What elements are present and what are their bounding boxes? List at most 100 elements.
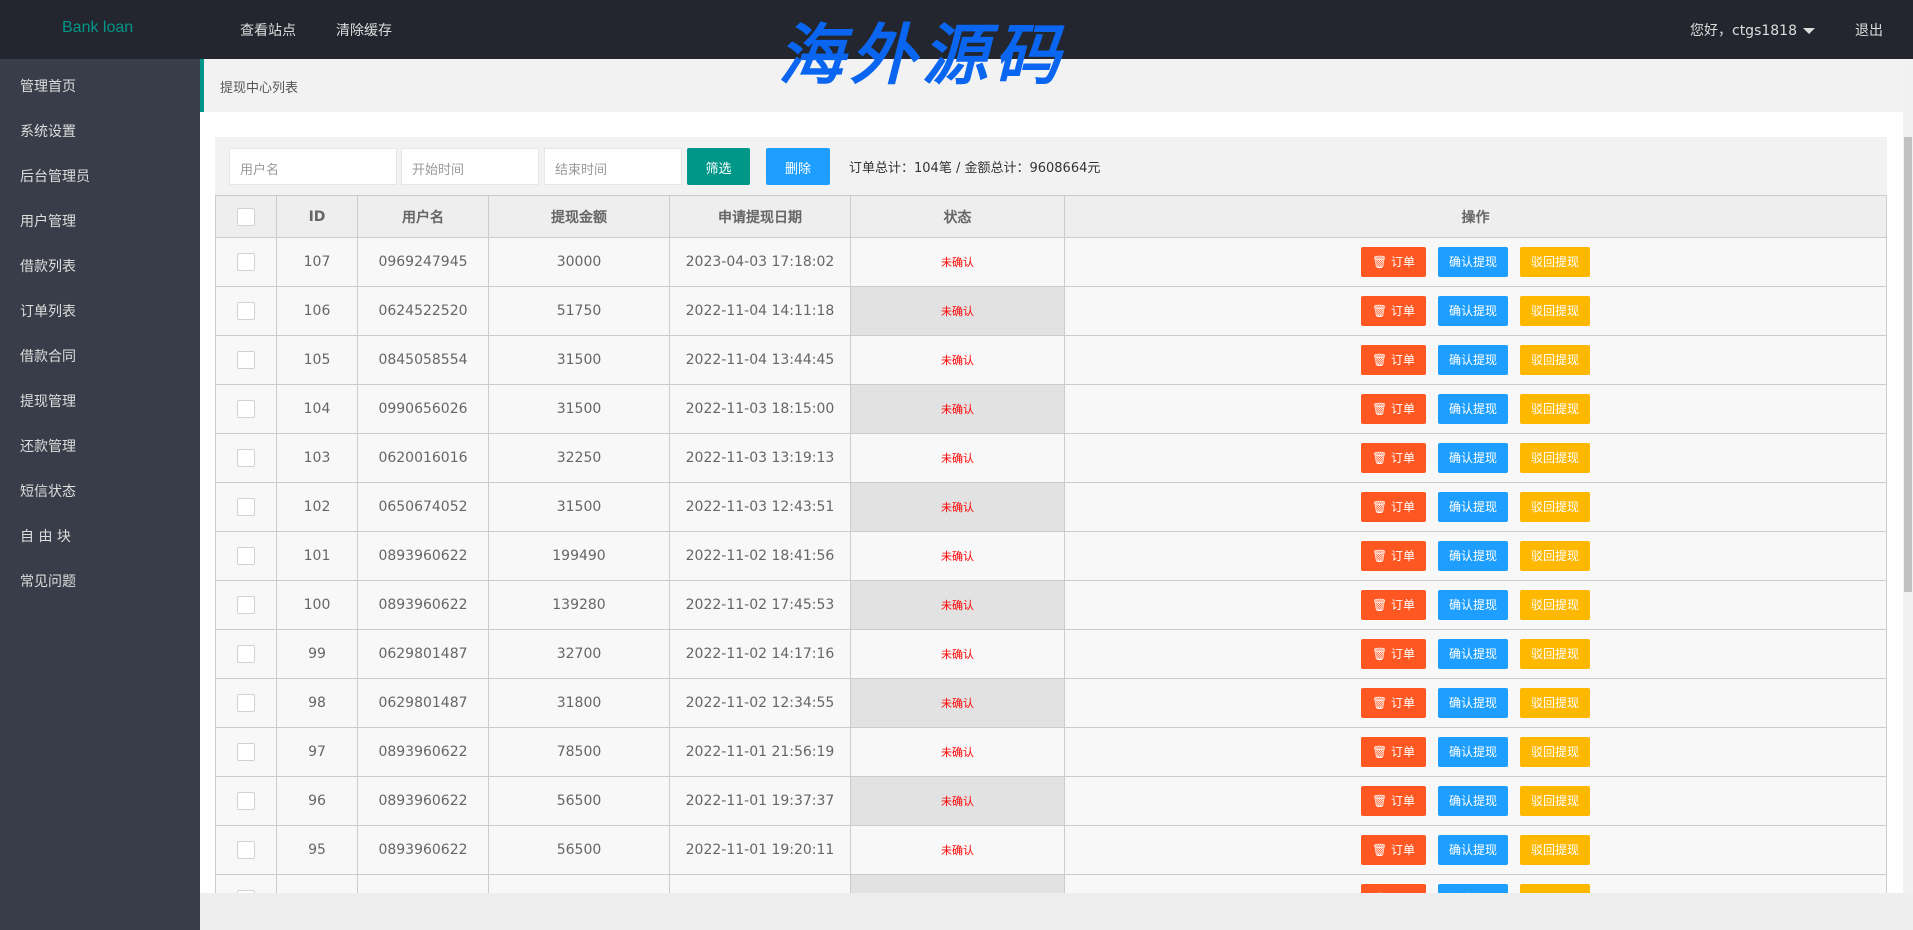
sidebar-item[interactable]: 管理首页 — [20, 79, 76, 95]
sidebar-item[interactable]: 提现管理 — [20, 394, 76, 410]
row-checkbox[interactable] — [237, 792, 255, 810]
order-button[interactable]: 🗑 订单 — [1360, 737, 1427, 767]
sidebar-item[interactable]: 借款列表 — [20, 259, 76, 275]
row-checkbox[interactable] — [237, 400, 255, 418]
reject-withdraw-button[interactable]: 驳回提现 — [1520, 688, 1591, 718]
reject-withdraw-button[interactable]: 驳回提现 — [1520, 345, 1591, 375]
scrollbar[interactable] — [1903, 59, 1913, 893]
reject-withdraw-button[interactable]: 驳回提现 — [1520, 835, 1591, 865]
confirm-withdraw-button[interactable]: 确认提现 — [1438, 541, 1509, 571]
row-select[interactable] — [215, 335, 277, 385]
order-button[interactable]: 🗑 订单 — [1360, 345, 1427, 375]
row-select[interactable] — [215, 237, 277, 287]
order-button[interactable]: 🗑 订单 — [1360, 884, 1427, 893]
sidebar-item[interactable]: 借款合同 — [20, 349, 76, 365]
confirm-withdraw-button[interactable]: 确认提现 — [1438, 884, 1509, 893]
scrollbar-thumb[interactable] — [1904, 137, 1912, 592]
reject-withdraw-button[interactable]: 驳回提现 — [1520, 884, 1591, 893]
sidebar-item[interactable]: 常见问题 — [20, 574, 76, 590]
row-checkbox[interactable] — [237, 302, 255, 320]
confirm-withdraw-button[interactable]: 确认提现 — [1438, 590, 1509, 620]
row-select[interactable] — [215, 433, 277, 483]
row-select[interactable] — [215, 384, 277, 434]
row-select[interactable] — [215, 678, 277, 728]
row-checkbox[interactable] — [237, 253, 255, 271]
row-checkbox[interactable] — [237, 841, 255, 859]
row-select[interactable] — [215, 874, 277, 893]
order-button[interactable]: 🗑 订单 — [1360, 296, 1427, 326]
row-checkbox[interactable] — [237, 351, 255, 369]
row-checkbox[interactable] — [237, 890, 255, 893]
trash-icon: 🗑 — [1371, 647, 1388, 661]
confirm-withdraw-button[interactable]: 确认提现 — [1438, 639, 1509, 669]
confirm-withdraw-button[interactable]: 确认提现 — [1438, 345, 1509, 375]
order-button[interactable]: 🗑 订单 — [1360, 492, 1427, 522]
row-select[interactable] — [215, 629, 277, 679]
select-all-checkbox[interactable] — [237, 207, 255, 226]
row-select[interactable] — [215, 286, 277, 336]
row-select[interactable] — [215, 776, 277, 826]
row-select[interactable] — [215, 727, 277, 777]
order-button[interactable]: 🗑 订单 — [1360, 394, 1427, 424]
row-select[interactable] — [215, 580, 277, 630]
sidebar-item[interactable]: 还款管理 — [20, 439, 76, 455]
reject-withdraw-button[interactable]: 驳回提现 — [1520, 296, 1591, 326]
sidebar-item[interactable]: 订单列表 — [20, 304, 76, 320]
order-button[interactable]: 🗑 订单 — [1360, 541, 1427, 571]
reject-withdraw-button[interactable]: 驳回提现 — [1520, 394, 1591, 424]
row-checkbox[interactable] — [237, 694, 255, 712]
sidebar-item[interactable]: 用户管理 — [20, 214, 76, 230]
confirm-withdraw-button[interactable]: 确认提现 — [1438, 394, 1509, 424]
reject-withdraw-button[interactable]: 驳回提现 — [1520, 541, 1591, 571]
order-button[interactable]: 🗑 订单 — [1360, 443, 1427, 473]
cell-amount: 31500 — [488, 384, 670, 434]
order-button[interactable]: 🗑 订单 — [1360, 590, 1427, 620]
nav-clear-cache[interactable]: 清除缓存 — [336, 23, 392, 39]
sidebar-item[interactable]: 系统设置 — [20, 124, 76, 140]
row-select[interactable] — [215, 482, 277, 532]
header-select-all[interactable] — [215, 195, 277, 238]
sidebar-item[interactable]: 自 由 块 — [20, 529, 71, 545]
confirm-withdraw-button[interactable]: 确认提现 — [1438, 443, 1509, 473]
logo[interactable]: Bank loan — [62, 19, 134, 36]
end-time-input[interactable]: 结束时间 — [544, 148, 682, 185]
order-button[interactable]: 🗑 订单 — [1360, 639, 1427, 669]
confirm-withdraw-button[interactable]: 确认提现 — [1438, 296, 1509, 326]
row-checkbox[interactable] — [237, 547, 255, 565]
reject-withdraw-button[interactable]: 驳回提现 — [1520, 639, 1591, 669]
user-menu[interactable]: 您好，ctgs1818 — [1690, 20, 1815, 40]
confirm-withdraw-button[interactable]: 确认提现 — [1438, 247, 1509, 277]
confirm-withdraw-button[interactable]: 确认提现 — [1438, 835, 1509, 865]
reject-withdraw-button[interactable]: 驳回提现 — [1520, 443, 1591, 473]
row-select[interactable] — [215, 825, 277, 875]
logout-link[interactable]: 退出 — [1855, 23, 1883, 39]
reject-withdraw-button[interactable]: 驳回提现 — [1520, 786, 1591, 816]
row-checkbox[interactable] — [237, 645, 255, 663]
delete-button[interactable]: 删除 — [766, 148, 830, 185]
start-time-input[interactable]: 开始时间 — [401, 148, 539, 185]
sidebar-item[interactable]: 短信状态 — [20, 484, 76, 500]
row-checkbox[interactable] — [237, 743, 255, 761]
reject-withdraw-button[interactable]: 驳回提现 — [1520, 492, 1591, 522]
row-select[interactable] — [215, 531, 277, 581]
username-input[interactable]: 用户名 — [229, 148, 397, 185]
reject-withdraw-button[interactable]: 驳回提现 — [1520, 590, 1591, 620]
row-checkbox[interactable] — [237, 449, 255, 467]
order-button[interactable]: 🗑 订单 — [1360, 786, 1427, 816]
confirm-withdraw-button[interactable]: 确认提现 — [1438, 737, 1509, 767]
order-button[interactable]: 🗑 订单 — [1360, 247, 1427, 277]
filter-button[interactable]: 筛选 — [687, 148, 750, 185]
order-button[interactable]: 🗑 订单 — [1360, 835, 1427, 865]
sidebar-item[interactable]: 后台管理员 — [20, 169, 90, 185]
nav-view-site[interactable]: 查看站点 — [240, 23, 296, 39]
row-checkbox[interactable] — [237, 596, 255, 614]
confirm-withdraw-button[interactable]: 确认提现 — [1438, 786, 1509, 816]
reject-withdraw-button[interactable]: 驳回提现 — [1520, 737, 1591, 767]
reject-withdraw-button[interactable]: 驳回提现 — [1520, 247, 1591, 277]
confirm-withdraw-button[interactable]: 确认提现 — [1438, 688, 1509, 718]
cell-username: 0893960622 — [357, 531, 489, 581]
row-checkbox[interactable] — [237, 498, 255, 516]
order-button[interactable]: 🗑 订单 — [1360, 688, 1427, 718]
table-row: 105 0845058554 31500 2022-11-04 13:44:45… — [215, 335, 1887, 385]
confirm-withdraw-button[interactable]: 确认提现 — [1438, 492, 1509, 522]
